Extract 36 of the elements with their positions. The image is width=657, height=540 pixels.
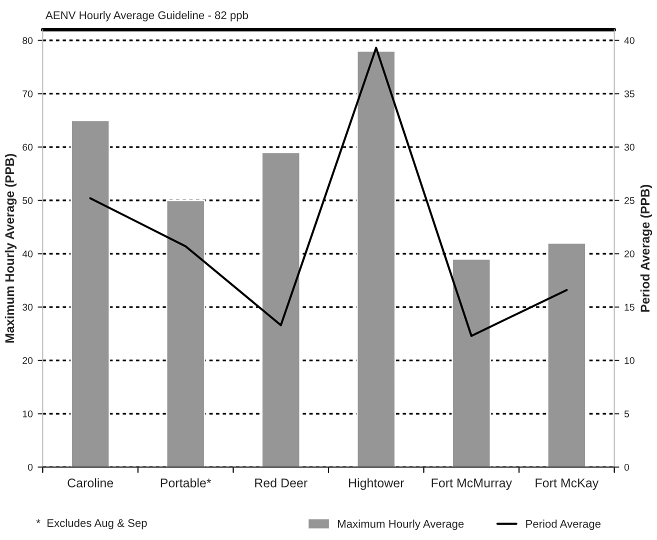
bar [356, 50, 396, 468]
y2-tick-label: 5 [624, 410, 630, 418]
y-tick-label: 50 [22, 197, 33, 204]
y2-axis-title: Period Average (PPB) [640, 184, 652, 312]
x-tick-label: Fort McMurray [432, 478, 512, 490]
bar [452, 258, 492, 468]
y-tick-label: 10 [22, 410, 33, 418]
y-tick-label: 70 [22, 90, 33, 98]
x-tick-label: Caroline [68, 478, 114, 488]
x-tick-label: Hightower [349, 478, 404, 490]
x-tick-label: Fort McKay [536, 478, 599, 490]
y2-tick-label: 35 [624, 90, 634, 98]
y2-tick-label: 15 [624, 304, 634, 311]
legend-label: Maximum Hourly Average [338, 520, 464, 530]
bar [546, 242, 586, 468]
y-tick-label: 0 [28, 464, 33, 471]
bar [70, 120, 110, 468]
text: * Excludes Aug & Sep [36, 518, 147, 530]
bar [166, 200, 206, 468]
y2-tick-label: 20 [624, 250, 634, 258]
y-tick-label: 80 [22, 37, 33, 44]
y2-tick-label: 25 [624, 197, 634, 204]
ref-line-label: AENV Hourly Average Guideline - 82 ppb [46, 11, 248, 22]
y2-tick-label: 30 [624, 144, 634, 151]
y-tick-label: 60 [22, 144, 33, 151]
y2-tick-label: 40 [624, 37, 634, 44]
legend-label: Period Average [526, 520, 601, 530]
x-tick-label: Red Deer [255, 478, 308, 488]
bar [261, 152, 301, 468]
y-tick-label: 20 [22, 357, 33, 364]
y-tick-label: 40 [22, 250, 33, 258]
y2-tick-label: 0 [624, 464, 630, 471]
y-axis-title: Maximum Hourly Average (PPB) [4, 154, 17, 343]
x-tick-label: Portable* [160, 478, 212, 488]
y-tick-label: 30 [22, 304, 33, 311]
y2-tick-label: 10 [624, 357, 634, 364]
